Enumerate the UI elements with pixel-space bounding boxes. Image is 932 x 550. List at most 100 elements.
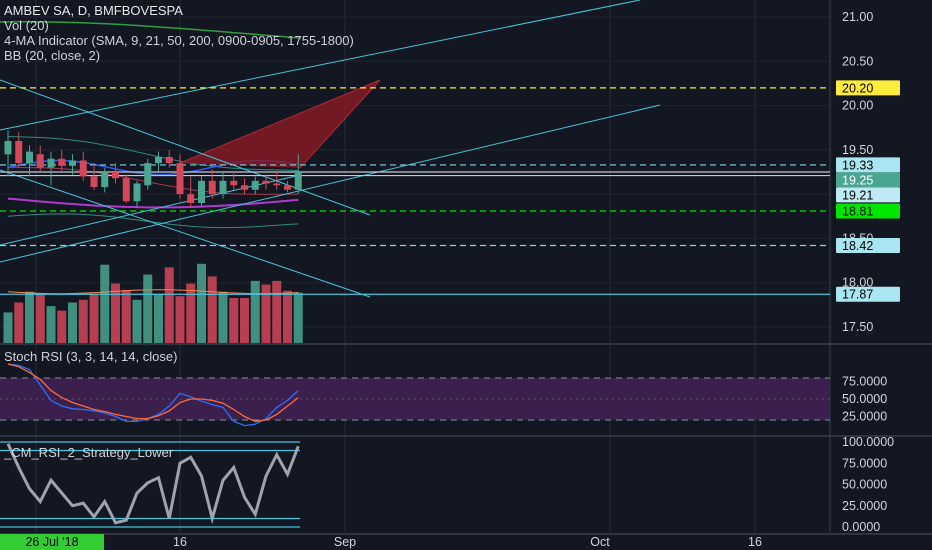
price-label-text: 19.33 — [842, 158, 873, 172]
bollinger-upper-line — [7, 136, 299, 171]
price-axis-tick: 21.00 — [842, 10, 873, 24]
date-badge: 26 Jul '18 — [0, 534, 104, 550]
candle-body — [36, 154, 44, 168]
time-axis-tick: 16 — [173, 535, 187, 549]
price-label-text: 19.25 — [842, 173, 873, 187]
volume-bar — [57, 310, 67, 343]
volume-bar — [218, 291, 228, 343]
volume-bar — [35, 293, 45, 343]
candle-body — [133, 183, 141, 202]
volume-bar — [250, 280, 260, 343]
candle-body — [176, 163, 184, 195]
volume-bar — [46, 306, 56, 343]
volume-bar — [283, 290, 292, 343]
trend-line — [0, 174, 301, 246]
price-label-text: 20.20 — [842, 81, 873, 95]
candle-body — [144, 163, 152, 186]
price-label-box — [836, 286, 900, 302]
price-label-text: 18.42 — [842, 239, 873, 253]
price-label-box — [836, 187, 900, 203]
time-axis-tick: Oct — [590, 535, 610, 549]
stoch-rsi-title: Stoch RSI (3, 3, 14, 14, close) — [4, 349, 178, 364]
candle-body — [251, 180, 259, 190]
volume-bar — [89, 293, 99, 343]
price-axis-tick: 20.00 — [842, 99, 873, 113]
volume-bar — [293, 292, 303, 343]
candle-body — [26, 151, 33, 164]
candle-body — [219, 180, 227, 195]
candle-body — [47, 158, 55, 168]
time-axis-tick: 16 — [748, 535, 762, 549]
time-axis-tick: Sep — [334, 535, 356, 549]
price-label: 19.25 — [836, 172, 900, 188]
candle-body — [69, 160, 76, 166]
price-label-box — [836, 157, 900, 173]
candle-body — [294, 172, 302, 190]
red-wedge-shape — [180, 80, 380, 168]
price-label: 19.21 — [836, 187, 900, 203]
price-label-box — [836, 238, 900, 254]
candle-body — [208, 180, 216, 195]
volume-bar — [175, 296, 185, 343]
volume-bar — [261, 284, 271, 343]
bollinger-bands-label: BB (20, close, 2) — [4, 48, 101, 63]
price-axis-tick: 17.50 — [842, 320, 873, 334]
trend-line — [0, 0, 641, 131]
price-axis-tick: 20.50 — [842, 54, 873, 68]
volume-bar — [164, 267, 174, 343]
volume-bar — [25, 291, 34, 343]
cm-rsi-title: _CM_RSI_2_Strategy_Lower — [4, 445, 174, 460]
candle-body — [4, 141, 12, 155]
volume-bar — [68, 302, 77, 343]
candle-body — [58, 158, 66, 166]
price-label-text: 19.21 — [842, 188, 873, 202]
candle-body — [273, 183, 281, 186]
rsi-line — [6, 443, 300, 525]
date-badge-text: 26 Jul '18 — [25, 535, 78, 549]
candle-body — [101, 172, 109, 188]
price-label: 19.33 — [836, 157, 900, 173]
price-label: 17.87 — [836, 286, 900, 302]
trend-line — [0, 169, 371, 298]
candle-body — [187, 194, 195, 203]
candle-body — [241, 185, 248, 190]
symbol-title: AMBEV SA, D, BMFBOVESPA — [4, 3, 183, 18]
price-label-text: 17.87 — [842, 288, 873, 302]
volume-bar — [143, 274, 153, 343]
volume-bar — [154, 294, 163, 343]
trend-line — [0, 79, 371, 216]
candle-body — [284, 185, 291, 190]
volume-bar — [78, 299, 88, 343]
volume-bar — [186, 283, 196, 343]
stoch-axis-tick: 50.0000 — [842, 392, 887, 406]
candle-body — [15, 141, 23, 164]
price-label: 18.42 — [836, 238, 900, 254]
volume-bar — [14, 302, 24, 343]
candle-body — [90, 176, 98, 188]
stoch-axis-tick: 75.0000 — [842, 375, 887, 389]
volume-bar — [132, 299, 142, 343]
ma-50-line — [7, 197, 299, 209]
price-label: 20.20 — [836, 80, 900, 96]
candle-body — [262, 180, 270, 184]
volume-bar — [197, 263, 206, 343]
price-label-box — [836, 172, 900, 188]
rsi-axis-tick: 75.0000 — [842, 456, 887, 470]
candle-body — [122, 178, 130, 202]
volume-bar — [111, 283, 120, 343]
candle-body — [112, 172, 119, 179]
price-label-box — [836, 203, 900, 219]
red-wedge-outline — [179, 79, 381, 169]
ma-indicator-label: 4-MA Indicator (SMA, 9, 21, 50, 200, 090… — [4, 33, 354, 48]
volume-bar — [3, 312, 13, 343]
volume-indicator-label: Vol (20) — [4, 18, 49, 33]
stoch-k-line — [7, 363, 299, 427]
rsi-axis-tick: 100.0000 — [842, 435, 894, 449]
volume-bar — [272, 280, 282, 343]
volume-bar — [240, 298, 249, 343]
candle-body — [155, 156, 162, 164]
price-label: 18.81 — [836, 203, 900, 219]
rsi-axis-tick: 0.0000 — [842, 520, 880, 534]
